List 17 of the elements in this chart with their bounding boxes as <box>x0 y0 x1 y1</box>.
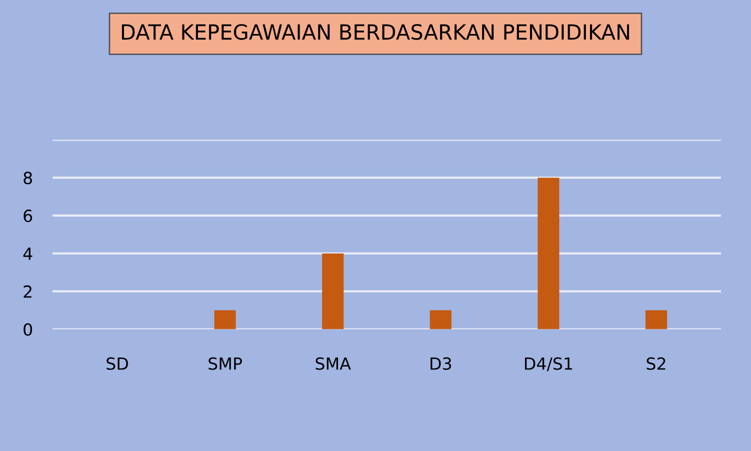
bar <box>538 178 560 330</box>
y-tick-label: 6 <box>24 210 32 222</box>
y-tick-label: 8 <box>24 172 32 184</box>
bar <box>214 310 236 330</box>
x-tick-label: S2 <box>646 357 666 370</box>
x-tick-label: D3 <box>430 357 452 370</box>
bar <box>430 310 452 330</box>
x-tick-label: D4/S1 <box>524 357 572 372</box>
chart-title: DATA KEPEGAWAIAN BERDASARKAN PENDIDIKAN <box>122 24 630 40</box>
y-tick-label: 0 <box>24 323 32 336</box>
bar <box>322 253 344 330</box>
y-tick-label: 4 <box>23 248 32 260</box>
x-tick-label: SMA <box>316 357 351 370</box>
x-tick-label: SD <box>106 357 128 370</box>
x-tick-label: SMP <box>208 357 242 370</box>
bar <box>645 310 668 330</box>
y-tick-label: 2 <box>24 285 32 298</box>
